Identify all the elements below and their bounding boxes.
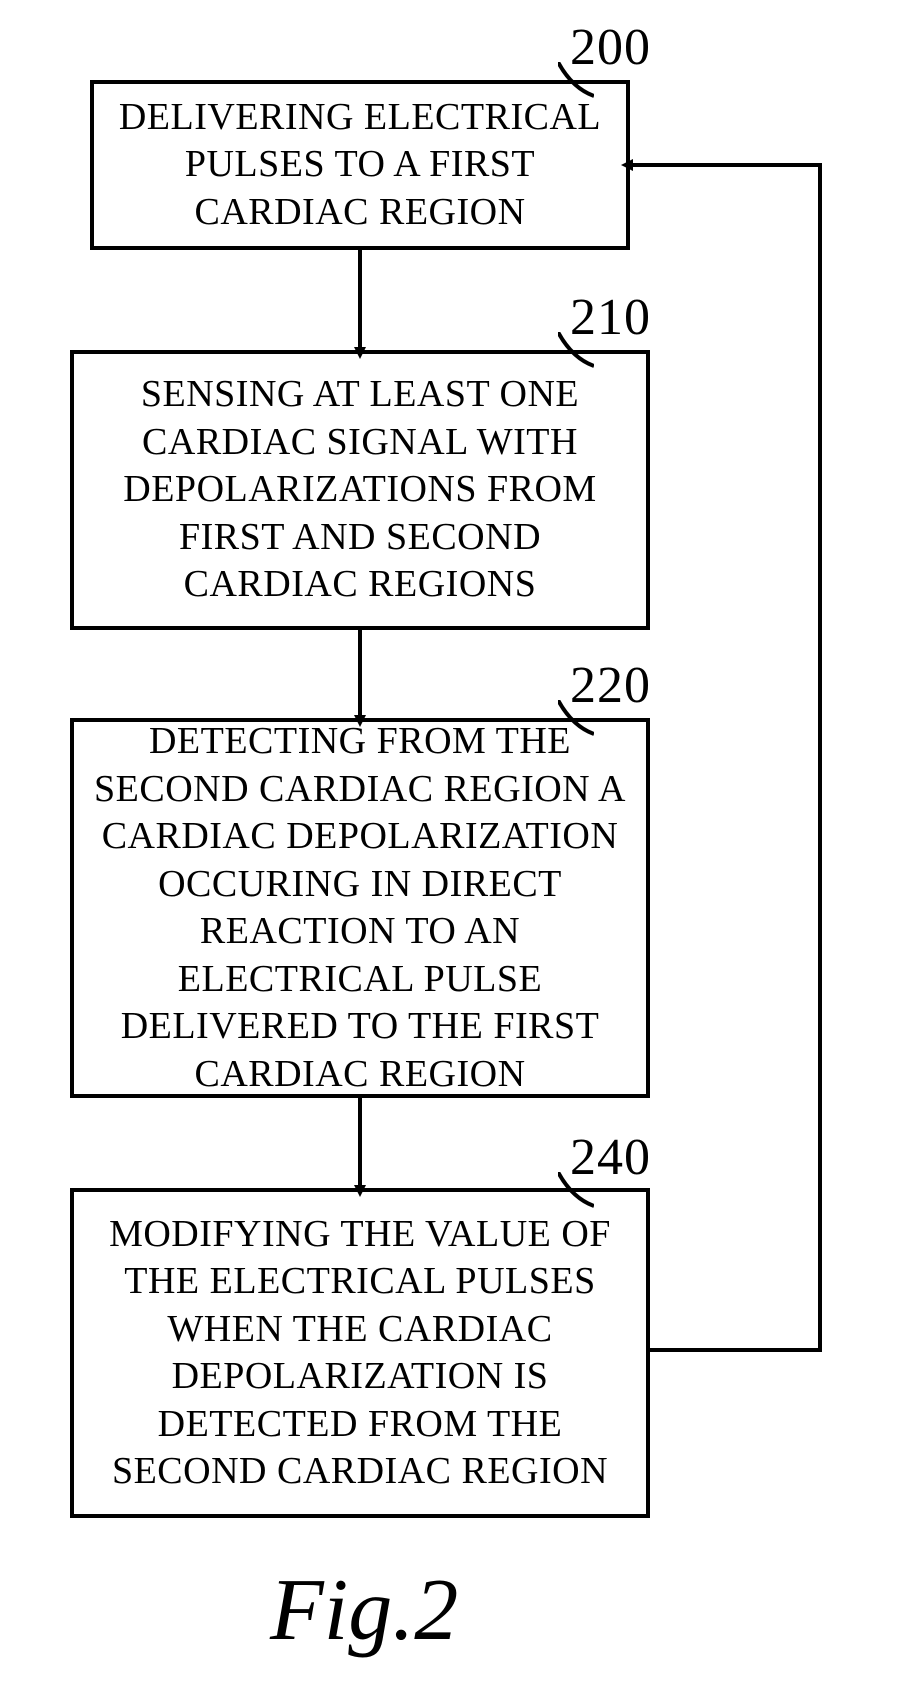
ref-tick-200 xyxy=(558,62,594,98)
edge-e3 xyxy=(630,165,820,1350)
ref-tick-210 xyxy=(558,332,594,368)
ref-tick-240 xyxy=(558,1172,594,1208)
ref-tick-220 xyxy=(558,700,594,736)
flowchart-connectors xyxy=(0,0,906,1697)
